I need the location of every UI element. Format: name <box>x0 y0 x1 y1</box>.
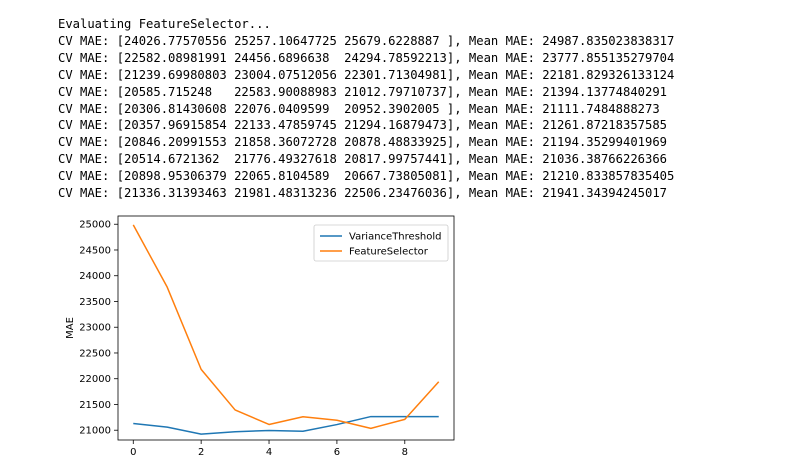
y-tick-label: 21500 <box>79 400 111 411</box>
x-tick-label: 4 <box>266 447 272 458</box>
y-tick-label: 22000 <box>79 374 111 385</box>
legend: VarianceThreshold FeatureSelector <box>313 224 449 262</box>
x-tick-label: 2 <box>198 447 204 458</box>
y-tick-label: 21000 <box>79 426 111 437</box>
console-line: CV MAE: [20357.96915854 22133.47859745 2… <box>58 118 668 133</box>
y-tick-label: 23500 <box>79 297 111 308</box>
y-axis-label: MAE <box>65 317 76 339</box>
console-output: Evaluating FeatureSelector... CV MAE: [24… <box>58 16 674 202</box>
legend-box <box>313 224 449 262</box>
console-line: CV MAE: [20514.6721362 21776.49327618 20… <box>58 152 668 167</box>
y-tick-label: 24500 <box>79 245 111 256</box>
plot-frame <box>117 215 455 441</box>
console-line: CV MAE: [20846.20991553 21858.36072728 2… <box>58 135 668 150</box>
y-tick-label: 23000 <box>79 323 111 334</box>
legend-label: VarianceThreshold <box>349 232 441 243</box>
console-line: CV MAE: [24026.77570556 25257.10647725 2… <box>58 33 675 48</box>
x-tick-label: 0 <box>130 447 136 458</box>
x-tick-label: 6 <box>334 447 340 458</box>
console-line: Evaluating FeatureSelector... <box>58 17 271 31</box>
series-line-variancethreshold <box>133 415 439 435</box>
y-tick-label: 25000 <box>79 220 111 231</box>
console-line: CV MAE: [21336.31393463 21981.48313236 2… <box>58 186 668 201</box>
series-line-featureselector <box>132 224 440 430</box>
console-line: CV MAE: [20585.715248 22583.90088983 210… <box>58 84 668 99</box>
legend-label: FeatureSelector <box>349 247 429 258</box>
y-tick-label: 24000 <box>79 271 111 282</box>
console-line: CV MAE: [22582.08981991 24456.6896638 24… <box>58 50 675 65</box>
console-line: CV MAE: [21239.69980803 23004.07512056 2… <box>58 67 675 82</box>
x-tick-label: 8 <box>402 447 408 458</box>
console-line: CV MAE: [20306.81430608 22076.0409599 20… <box>58 101 660 116</box>
y-tick-label: 22500 <box>79 348 111 359</box>
console-line: CV MAE: [20898.95306379 22065.8104589 20… <box>58 169 675 184</box>
